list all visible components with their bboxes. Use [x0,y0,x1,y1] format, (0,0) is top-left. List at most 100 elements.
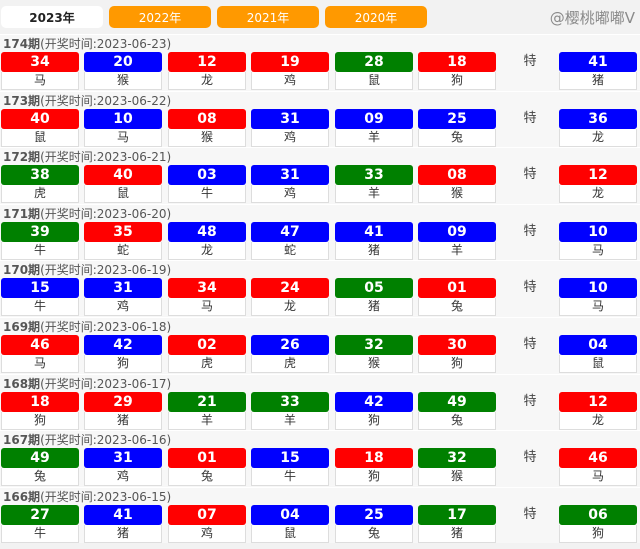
tab-year-1[interactable]: 2022年 [109,6,211,28]
ball-number: 41 [84,504,162,525]
tab-year-2[interactable]: 2021年 [217,6,319,28]
draw-header: 171期(开奖时间:2023-06-20) [0,205,640,222]
ball-number: 24 [251,278,329,299]
ball-number: 40 [84,165,162,186]
zodiac: 鼠 [335,72,413,90]
special-ball: 10 马 [559,221,637,260]
zodiac: 猪 [335,298,413,317]
draw-row: 171期(开奖时间:2023-06-20) 39 牛 35 蛇 48 龙 47 蛇 41 猪 09 羊特… [0,203,640,261]
special-label: 特 [523,54,537,69]
zodiac: 羊 [335,128,413,147]
ball-number: 31 [84,278,162,299]
ball: 27 牛 [1,504,79,543]
draw-time: (开奖时间:2023-06-21) [40,150,172,165]
ball-number: 06 [559,504,637,525]
ball-row: 34 马 20 猴 12 龙 19 鸡 28 鼠 18 狗特 41 猪 [0,52,640,90]
ball: 41 猪 [335,221,413,260]
period: 169期 [3,319,41,334]
ball: 08 猴 [418,165,496,204]
ball: 24 龙 [251,278,329,317]
ball-number: 19 [251,52,329,72]
ball: 46 马 [1,334,79,373]
period: 173期 [3,93,41,108]
ball-number: 12 [559,165,637,186]
draw-row: 169期(开奖时间:2023-06-18) 46 马 42 狗 02 虎 26 虎 32 猴 30 狗特… [0,316,640,374]
ball: 03 牛 [168,165,246,204]
zodiac: 鼠 [559,354,637,373]
ball: 38 虎 [1,165,79,204]
zodiac: 龙 [168,72,246,90]
zodiac: 鸡 [251,128,329,147]
watermark: @樱桃嘟嘟V [549,9,635,27]
tab-year-3[interactable]: 2020年 [325,6,427,28]
ball-number: 10 [559,221,637,242]
tab-year-0[interactable]: 2023年 [1,6,103,28]
ball: 32 猴 [335,334,413,373]
ball-number: 15 [1,278,79,299]
ball: 49 兔 [418,391,496,430]
zodiac: 狗 [335,411,413,430]
zodiac: 兔 [418,298,496,317]
ball-number: 09 [418,221,496,242]
draw-row: 166期(开奖时间:2023-06-15) 27 牛 41 猪 07 鸡 04 鼠 25 兔 17 猪特… [0,486,640,544]
zodiac: 鸡 [84,468,162,487]
draw-row: 174期(开奖时间:2023-06-23) 34 马 20 猴 12 龙 19 鸡 28 鼠 18 狗特… [0,34,640,91]
zodiac: 蛇 [251,241,329,260]
period: 168期 [3,376,41,391]
ball-number: 25 [335,504,413,525]
ball-number: 15 [251,448,329,469]
ball-number: 27 [1,504,79,525]
zodiac: 狗 [84,354,162,373]
draw-header: 169期(开奖时间:2023-06-18) [0,318,640,335]
ball: 10 马 [84,108,162,147]
ball-number: 32 [335,334,413,355]
ball: 34 马 [168,278,246,317]
zodiac: 牛 [168,185,246,204]
zodiac: 狗 [559,524,637,543]
ball: 35 蛇 [84,221,162,260]
draw-header: 173期(开奖时间:2023-06-22) [0,92,640,109]
draw-time: (开奖时间:2023-06-22) [40,93,172,108]
zodiac: 马 [1,354,79,373]
ball-number: 36 [559,108,637,129]
special-ball: 12 龙 [559,391,637,430]
draw-time: (开奖时间:2023-06-20) [40,206,172,221]
ball: 15 牛 [1,278,79,317]
ball-number: 29 [84,391,162,412]
ball: 02 虎 [168,334,246,373]
ball-number: 31 [251,108,329,129]
ball-number: 31 [251,165,329,186]
ball-number: 12 [559,391,637,412]
period: 166期 [3,489,41,504]
ball: 18 狗 [335,448,413,487]
ball: 42 狗 [84,334,162,373]
zodiac: 马 [84,128,162,147]
zodiac: 马 [559,298,637,317]
zodiac: 狗 [335,468,413,487]
zodiac: 猴 [418,185,496,204]
zodiac: 兔 [168,468,246,487]
ball: 40 鼠 [1,108,79,147]
year-tabs: 2023年 2022年 2021年 2020年 [0,0,640,28]
ball-number: 10 [559,278,637,299]
zodiac: 猴 [84,72,162,90]
zodiac: 鸡 [168,524,246,543]
ball-number: 42 [335,391,413,412]
special-label: 特 [523,110,537,126]
ball: 21 羊 [168,391,246,430]
ball: 08 猴 [168,108,246,147]
special-ball: 46 马 [559,448,637,487]
draw-row: 167期(开奖时间:2023-06-16) 49 兔 31 鸡 01 兔 15 牛 18 狗 32 猴特… [0,430,640,487]
ball-number: 34 [168,278,246,299]
ball-number: 33 [335,165,413,186]
zodiac: 狗 [418,72,496,90]
ball: 09 羊 [418,221,496,260]
draw-time: (开奖时间:2023-06-18) [40,319,172,334]
ball: 18 狗 [418,52,496,90]
zodiac: 牛 [1,298,79,317]
ball-number: 30 [418,334,496,355]
ball: 09 羊 [335,108,413,147]
zodiac: 龙 [251,298,329,317]
zodiac: 蛇 [84,241,162,260]
special-ball: 12 龙 [559,165,637,204]
